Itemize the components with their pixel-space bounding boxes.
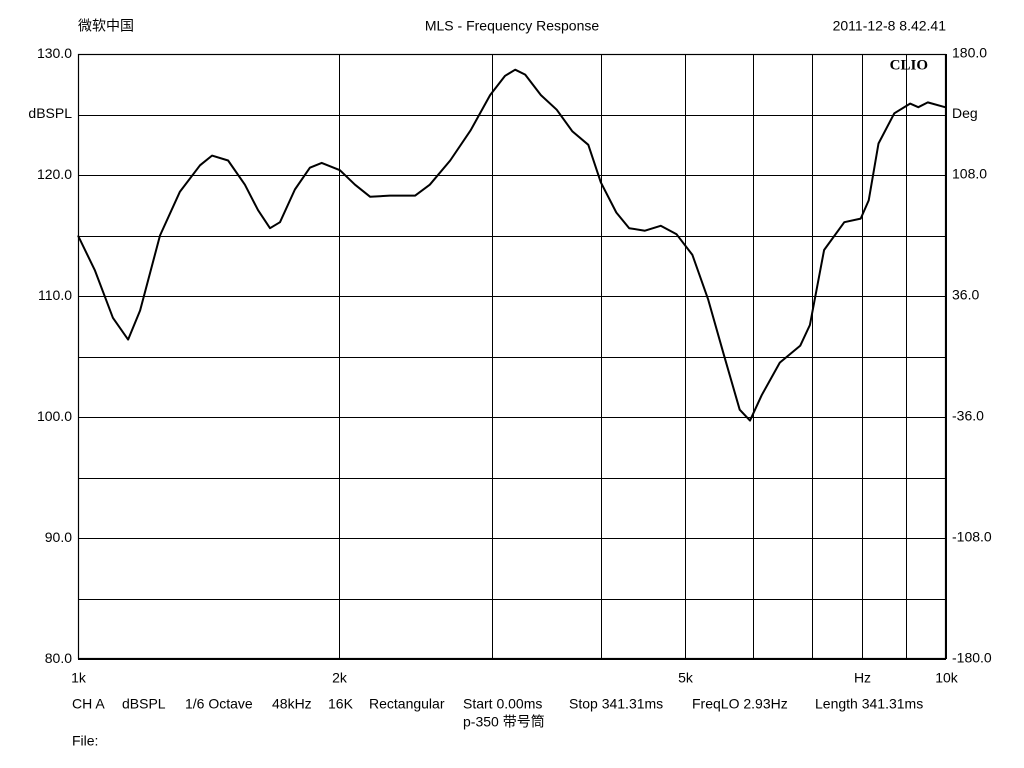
- footer-info: Start 0.00ms: [463, 696, 542, 712]
- y2-tick-label: 108.0: [952, 166, 987, 182]
- brand: CLIO: [890, 57, 928, 73]
- x-tick-label: 1k: [71, 670, 87, 686]
- y-tick-label: 130.0: [37, 45, 72, 61]
- footer-info: Stop 341.31ms: [569, 696, 663, 712]
- footer-info: FreqLO 2.93Hz: [692, 696, 788, 712]
- footer-info: CH A: [72, 696, 105, 712]
- y2-tick-label: -108.0: [952, 529, 992, 545]
- y2-tick-label: -36.0: [952, 408, 984, 424]
- y2-tick-label: 180.0: [952, 45, 987, 61]
- y-tick-label: 110.0: [38, 287, 72, 303]
- x-tick-label: Hz: [854, 670, 871, 686]
- y2-axis-label: Deg: [952, 105, 978, 121]
- y-tick-label: 120.0: [37, 166, 72, 182]
- footer-info: 48kHz: [272, 696, 312, 712]
- y2-tick-label: 36.0: [952, 287, 979, 303]
- x-tick-label: 2k: [332, 670, 348, 686]
- chart-title: MLS - Frequency Response: [425, 18, 600, 34]
- x-tick-label: 10k: [935, 670, 959, 686]
- footer-info: Length 341.31ms: [815, 696, 923, 712]
- footer-note: p-350 带号筒: [463, 714, 545, 730]
- header-left: 微软中国: [78, 18, 134, 34]
- footer-info: dBSPL: [122, 696, 166, 712]
- footer-info: 16K: [328, 696, 354, 712]
- footer-info: Rectangular: [369, 696, 445, 712]
- response-line: [77, 68, 946, 422]
- y2-tick-label: -180.0: [952, 650, 992, 666]
- y-tick-label: 90.0: [45, 529, 72, 545]
- y-axis-label: dBSPL: [28, 105, 72, 121]
- file-label: File:: [72, 733, 98, 749]
- header-right: 2011-12-8 8.42.41: [833, 18, 947, 34]
- x-tick-label: 5k: [678, 670, 694, 686]
- plot-frame: [77, 53, 947, 660]
- y-tick-label: 80.0: [45, 650, 72, 666]
- footer-info: 1/6 Octave: [185, 696, 253, 712]
- y-tick-label: 100.0: [37, 408, 72, 424]
